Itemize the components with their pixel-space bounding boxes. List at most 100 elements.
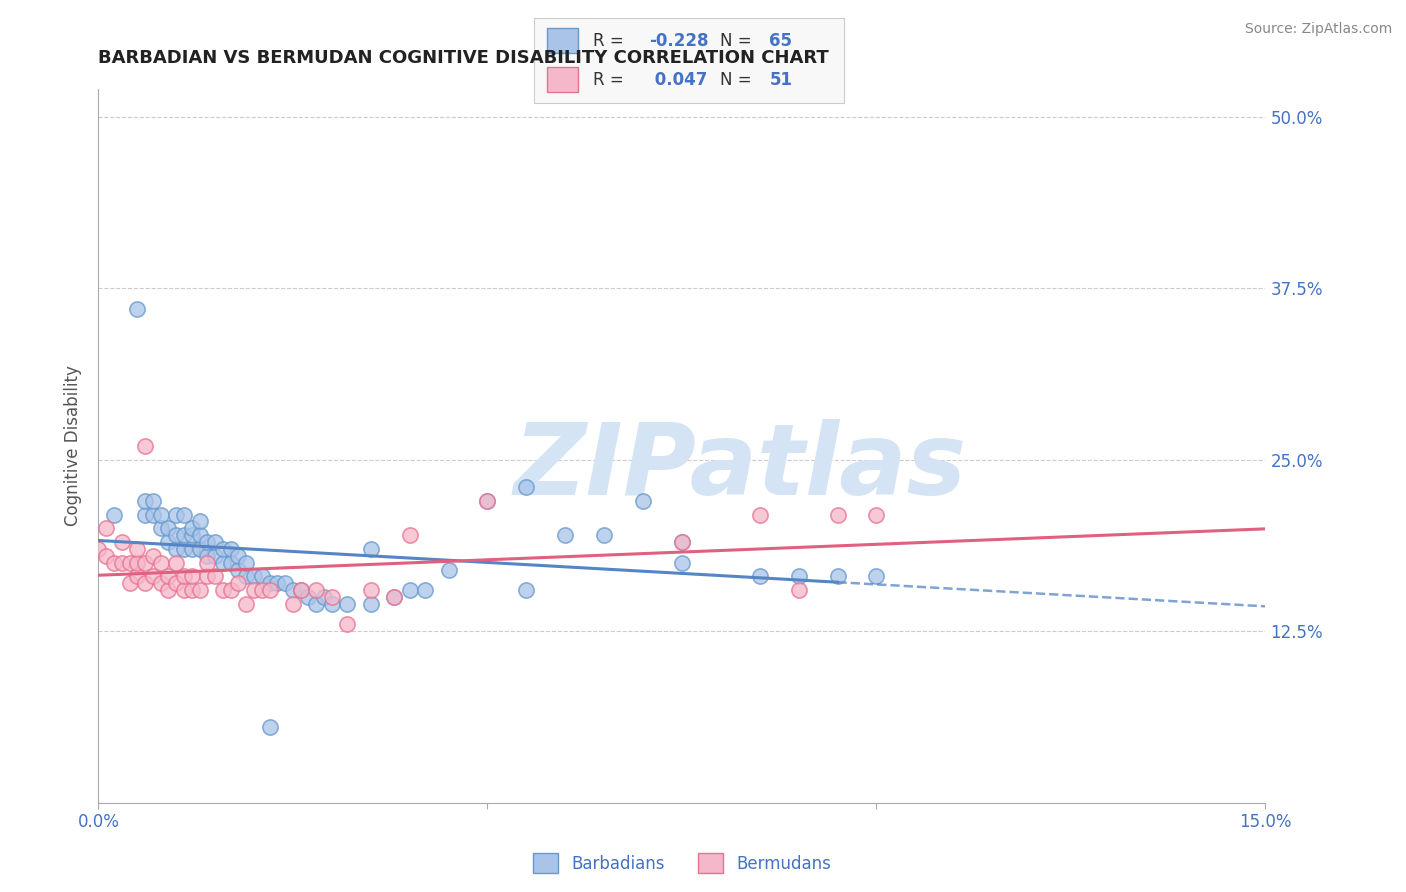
Text: 0.047: 0.047 — [648, 70, 707, 88]
Point — [127, 301, 149, 316]
Text: R =: R = — [593, 70, 628, 88]
Point — [96, 521, 118, 535]
Point — [281, 597, 304, 611]
Point — [180, 521, 202, 535]
Legend: Barbadians, Bermudans: Barbadians, Bermudans — [526, 847, 838, 880]
Point — [787, 583, 810, 598]
Text: 65: 65 — [769, 32, 793, 50]
Point — [228, 576, 250, 591]
Point — [235, 569, 257, 583]
Point — [290, 583, 312, 598]
Text: ZIPatlas: ZIPatlas — [513, 419, 967, 516]
Point — [554, 528, 576, 542]
Point — [96, 549, 118, 563]
Point — [243, 583, 266, 598]
Point — [748, 569, 770, 583]
Point — [173, 569, 195, 583]
Point — [142, 494, 165, 508]
Point — [87, 541, 110, 556]
Point — [142, 569, 165, 583]
Point — [671, 556, 693, 570]
Point — [290, 583, 312, 598]
Point — [173, 541, 195, 556]
Point — [212, 541, 235, 556]
Point — [671, 535, 693, 549]
Point — [134, 508, 156, 522]
Point — [312, 590, 335, 604]
Point — [157, 521, 180, 535]
Point — [259, 583, 281, 598]
Point — [173, 528, 195, 542]
Point — [127, 541, 149, 556]
Point — [180, 541, 202, 556]
Point — [219, 541, 242, 556]
Text: -0.228: -0.228 — [648, 32, 709, 50]
Point — [157, 583, 180, 598]
Point — [827, 569, 849, 583]
Text: N =: N = — [720, 32, 756, 50]
Text: R =: R = — [593, 32, 628, 50]
Point — [477, 494, 499, 508]
Point — [165, 556, 187, 570]
Point — [165, 541, 187, 556]
Point — [297, 590, 319, 604]
Point — [360, 541, 382, 556]
Point — [243, 569, 266, 583]
Point — [235, 556, 257, 570]
Point — [188, 583, 211, 598]
Point — [165, 576, 187, 591]
Point — [157, 569, 180, 583]
Point — [360, 597, 382, 611]
Point — [281, 583, 304, 598]
Point — [204, 535, 226, 549]
Point — [593, 528, 616, 542]
Point — [173, 583, 195, 598]
Point — [266, 576, 288, 591]
Point — [195, 569, 218, 583]
Text: N =: N = — [720, 70, 756, 88]
FancyBboxPatch shape — [547, 28, 578, 54]
Point — [149, 521, 172, 535]
Point — [250, 583, 273, 598]
Point — [212, 583, 235, 598]
Point — [413, 583, 436, 598]
Point — [631, 494, 654, 508]
Point — [188, 515, 211, 529]
Point — [382, 590, 405, 604]
Point — [149, 556, 172, 570]
Point — [671, 535, 693, 549]
Point — [195, 556, 218, 570]
Point — [195, 549, 218, 563]
Point — [118, 576, 141, 591]
Point — [219, 583, 242, 598]
Point — [134, 439, 156, 453]
Point — [321, 597, 343, 611]
Point — [515, 583, 537, 598]
Point — [134, 494, 156, 508]
Point — [195, 535, 218, 549]
Point — [321, 590, 343, 604]
Point — [477, 494, 499, 508]
Point — [134, 576, 156, 591]
Point — [142, 549, 165, 563]
Point — [165, 528, 187, 542]
Point — [180, 528, 202, 542]
Point — [157, 535, 180, 549]
Point — [111, 535, 134, 549]
Point — [204, 549, 226, 563]
Point — [173, 508, 195, 522]
Text: BARBADIAN VS BERMUDAN COGNITIVE DISABILITY CORRELATION CHART: BARBADIAN VS BERMUDAN COGNITIVE DISABILI… — [98, 49, 830, 67]
Point — [118, 556, 141, 570]
Point — [142, 508, 165, 522]
Point — [787, 569, 810, 583]
Point — [204, 569, 226, 583]
Point — [235, 597, 257, 611]
Point — [865, 508, 887, 522]
Point — [212, 556, 235, 570]
Point — [360, 583, 382, 598]
Point — [219, 556, 242, 570]
Point — [165, 508, 187, 522]
Point — [748, 508, 770, 522]
Point — [305, 583, 328, 598]
Point — [127, 569, 149, 583]
